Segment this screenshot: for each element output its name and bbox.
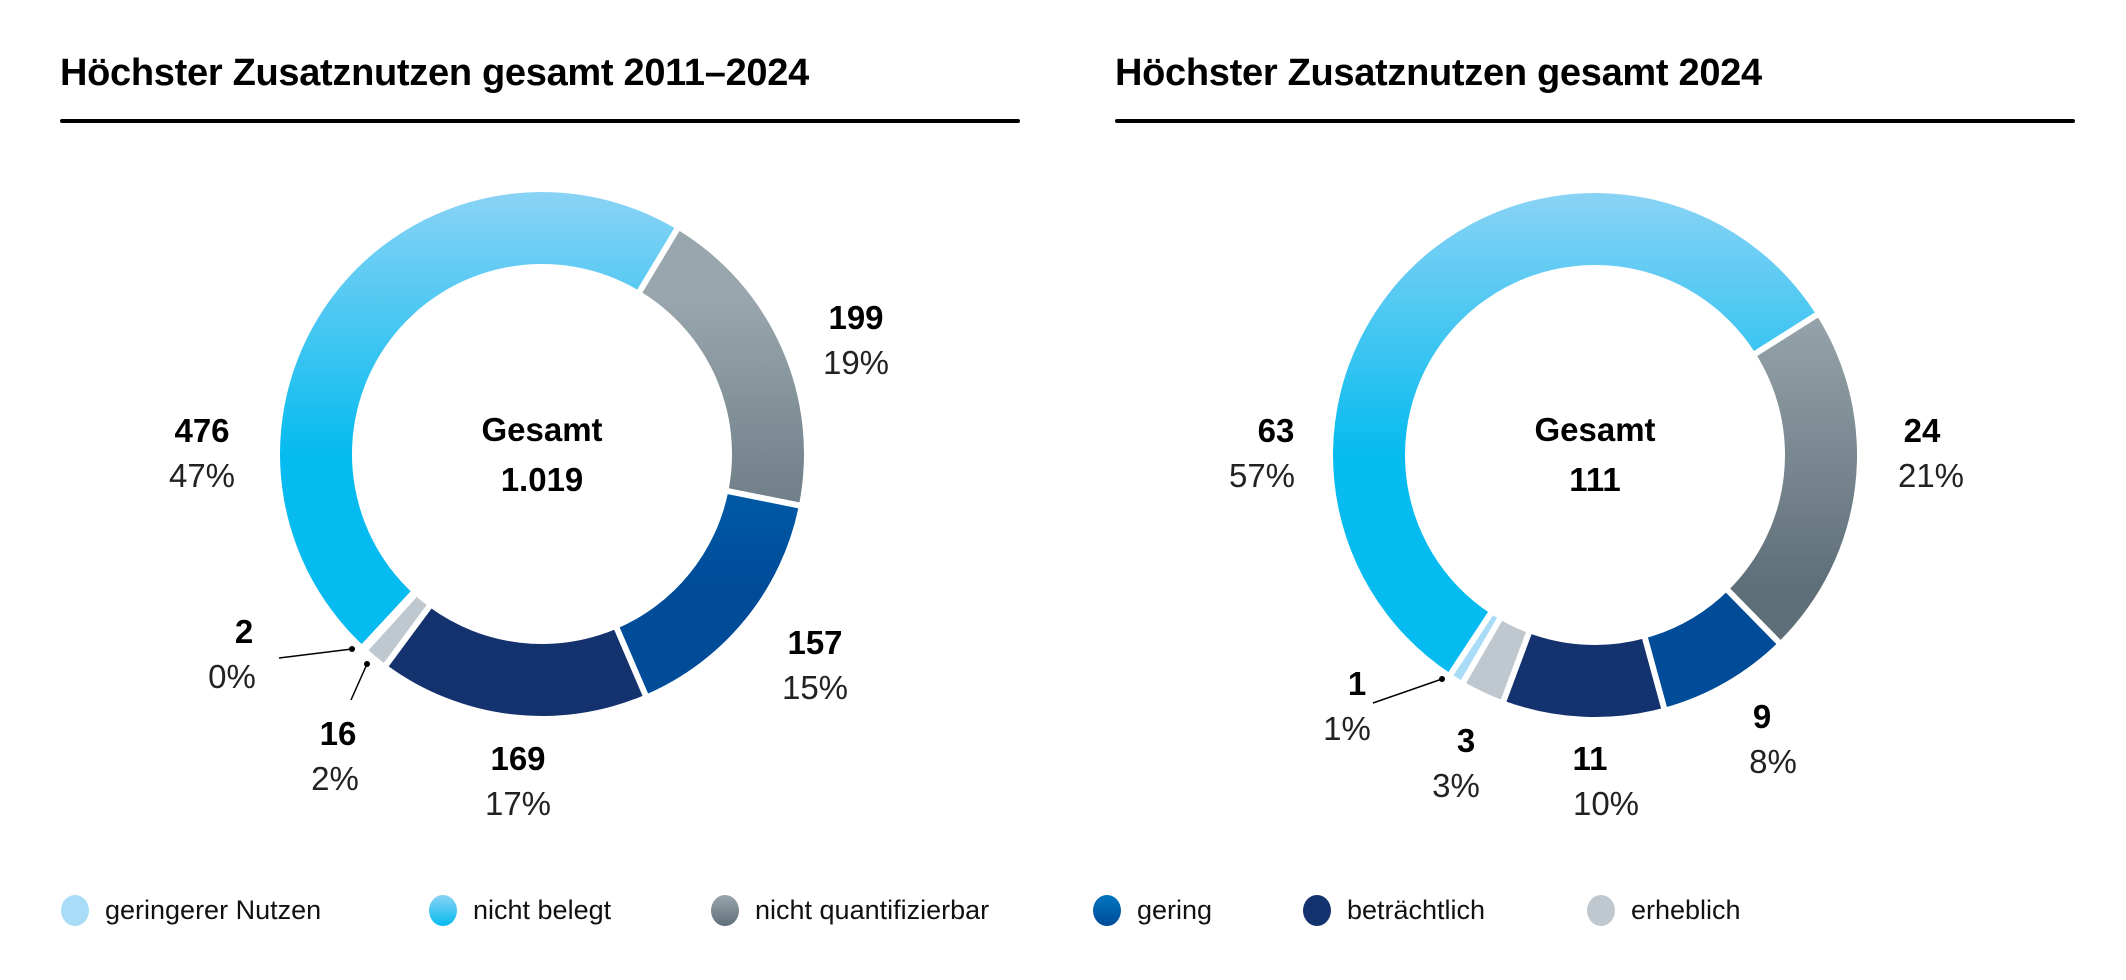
data-label-percent: 19% — [823, 344, 889, 381]
data-label-percent: 8% — [1749, 743, 1797, 780]
data-label-value: 16 — [320, 715, 357, 752]
data-label-percent: 0% — [208, 658, 256, 695]
segment-separator — [1447, 610, 1495, 678]
segment-separator — [1724, 587, 1783, 646]
donut-segment-gering — [616, 491, 799, 695]
legend-swatch-icon — [1587, 894, 1615, 926]
data-label-percent: 2% — [311, 760, 359, 797]
center-total-right: 111 — [1569, 461, 1620, 498]
data-label-nicht-quantifizierbar-left: 199 19% — [823, 299, 889, 381]
legend-item-erheblich: erheblich — [1587, 890, 1741, 930]
legend-label: geringerer Nutzen — [105, 894, 322, 925]
data-label-value: 63 — [1258, 412, 1295, 449]
data-label-geringerer-nutzen-left: 2 0% — [208, 613, 256, 695]
donut-segment-erheblich — [1463, 619, 1529, 701]
data-label-value: 199 — [828, 299, 883, 336]
data-label-percent: 21% — [1898, 457, 1964, 494]
data-label-value: 157 — [787, 624, 842, 661]
data-label-percent: 3% — [1432, 767, 1480, 804]
chart-legend: geringerer Nutzen nicht belegt nicht qua… — [0, 890, 2126, 930]
legend-label: nicht belegt — [473, 894, 612, 925]
data-label-gering-left: 157 15% — [782, 624, 848, 706]
center-label-right: Gesamt — [1534, 411, 1655, 448]
legend-swatch-icon — [1303, 894, 1331, 926]
segment-separator — [382, 603, 433, 669]
donut-segment-gering — [1645, 590, 1779, 708]
data-label-percent: 17% — [485, 785, 551, 822]
center-total-left: 1.019 — [501, 461, 584, 498]
segment-separator — [613, 625, 649, 698]
donut-segment-nicht-belegt — [1333, 192, 1817, 674]
legend-swatch-icon — [61, 894, 89, 926]
legend-item-betraechtlich: beträchtlich — [1303, 890, 1485, 930]
segment-separator — [636, 226, 681, 295]
data-label-percent: 57% — [1229, 457, 1295, 494]
legend-swatch-icon — [1093, 894, 1121, 926]
title-underline-left — [60, 119, 1020, 123]
data-label-erheblich-left: 16 2% — [311, 715, 359, 797]
data-label-nicht-quantifizierbar-right: 24 21% — [1898, 412, 1964, 494]
center-label-left: Gesamt — [481, 411, 602, 448]
data-label-nicht-belegt-right: 63 57% — [1229, 412, 1295, 494]
leader-line-geringerer-nutzen-left — [278, 646, 355, 659]
data-label-nicht-belegt-left: 476 47% — [169, 412, 235, 494]
legend-label: nicht quantifizierbar — [755, 894, 990, 925]
donut-segment-betraechtlich — [1503, 633, 1665, 717]
data-label-gering-right: 9 8% — [1749, 698, 1797, 780]
legend-item-nicht-belegt: nicht belegt — [429, 890, 611, 930]
segment-separator — [1500, 630, 1533, 704]
data-label-value: 3 — [1457, 722, 1475, 759]
data-label-betraechtlich-right: 11 10% — [1573, 740, 1639, 822]
donut-chart-2024 — [1333, 192, 1857, 717]
donut-segment-nicht-belegt — [279, 191, 677, 647]
panel-title-right: Höchster Zusatznutzen gesamt 2024 — [1115, 52, 1762, 94]
data-label-value: 11 — [1573, 740, 1608, 777]
data-label-percent: 1% — [1323, 710, 1371, 747]
donut-segment-geringerer-nutzen — [1450, 613, 1500, 682]
leader-line-geringerer-nutzen-right — [1372, 676, 1445, 704]
segment-separator — [1752, 311, 1820, 358]
data-label-percent: 15% — [782, 669, 848, 706]
data-label-value: 169 — [490, 740, 545, 777]
data-label-value: 1 — [1348, 665, 1366, 702]
donut-chart-2011-2024 — [279, 191, 804, 716]
data-label-value: 9 — [1753, 698, 1771, 735]
segment-separator — [725, 487, 802, 509]
legend-label: beträchtlich — [1347, 894, 1486, 925]
data-label-value: 476 — [174, 412, 229, 449]
legend-label: gering — [1137, 894, 1213, 925]
data-label-percent: 10% — [1573, 785, 1639, 822]
data-label-betraechtlich-left: 169 17% — [485, 740, 551, 822]
donut-segment-betraechtlich — [386, 606, 646, 716]
segment-separator — [360, 589, 417, 650]
data-label-erheblich-right: 3 3% — [1432, 722, 1480, 804]
segment-separator — [1641, 635, 1668, 711]
legend-label: erheblich — [1631, 894, 1741, 925]
leader-line-erheblich-left — [350, 661, 370, 701]
legend-swatch-icon — [711, 894, 739, 926]
donut-segment-erheblich — [366, 594, 430, 665]
data-label-value: 2 — [235, 613, 253, 650]
donut-charts: Gesamt 1.019 Gesamt 111 476 47% 199 19% … — [169, 191, 1964, 822]
data-label-geringerer-nutzen-right: 1 1% — [1323, 665, 1371, 747]
legend-item-gering: gering — [1093, 890, 1212, 930]
donut-segment-nicht-quantifizierbar — [639, 229, 804, 506]
data-label-value: 24 — [1904, 412, 1941, 449]
legend-item-geringerer-nutzen: geringerer Nutzen — [61, 890, 321, 930]
segment-separator — [1459, 616, 1504, 685]
legend-swatch-icon — [429, 894, 457, 926]
title-underline-right — [1115, 119, 2075, 123]
donut-segment-nicht-quantifizierbar — [1728, 314, 1857, 642]
panel-title-left: Höchster Zusatznutzen gesamt 2011–2024 — [60, 52, 809, 94]
legend-item-nicht-quantifizierbar: nicht quantifizierbar — [711, 890, 989, 930]
data-label-percent: 47% — [169, 457, 235, 494]
